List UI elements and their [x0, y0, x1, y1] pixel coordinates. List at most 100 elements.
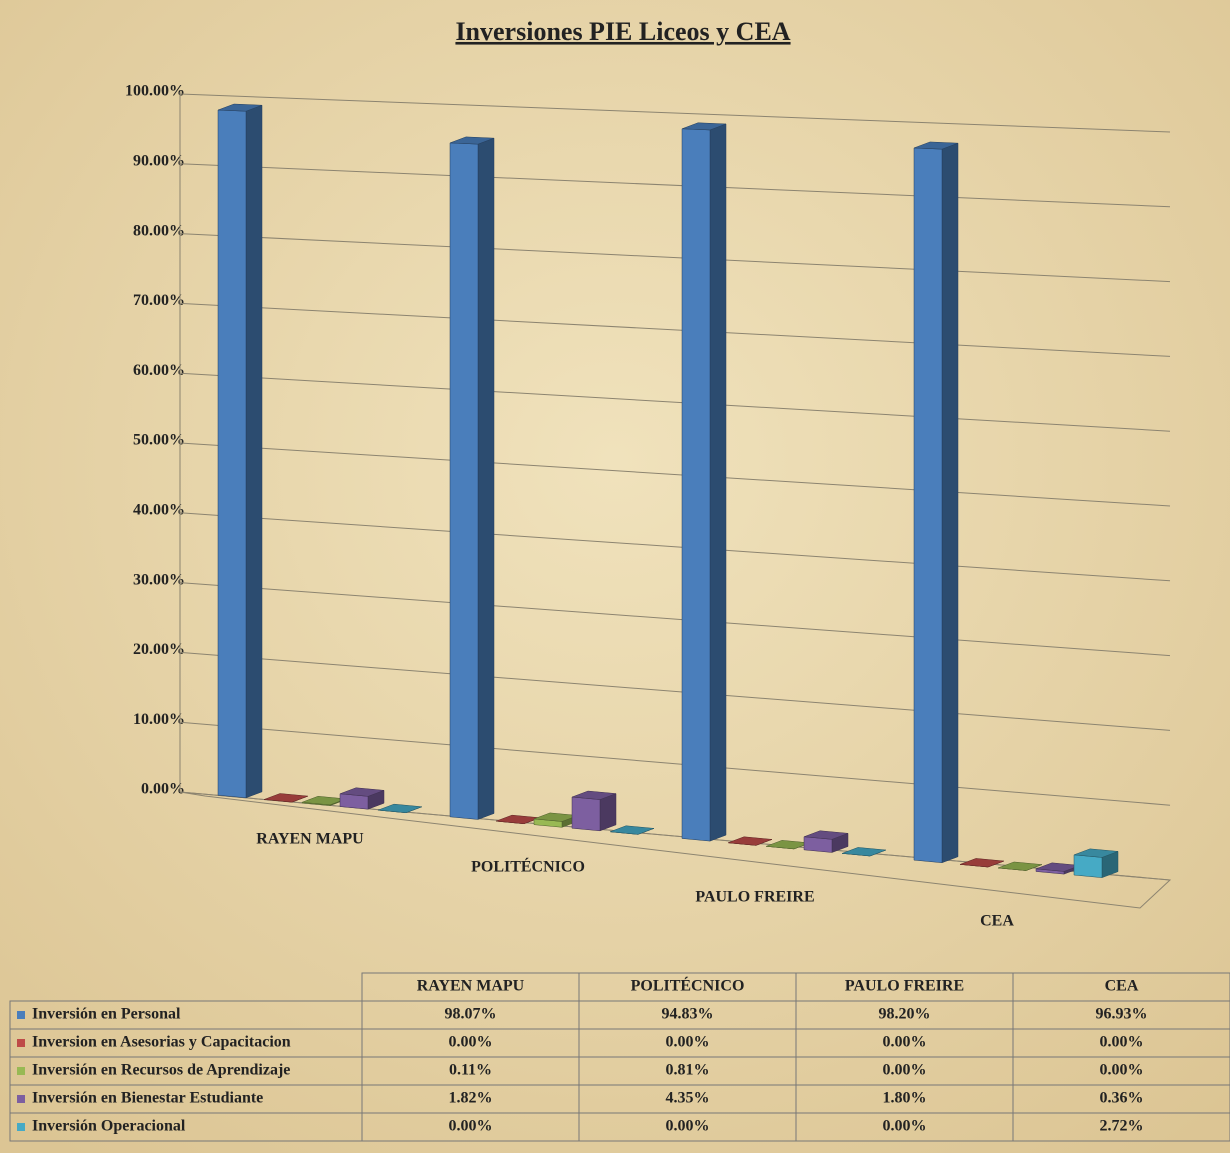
y-tick-label: 0.00%	[141, 781, 185, 798]
y-tick-label: 20.00%	[133, 641, 185, 658]
bar-top	[913, 141, 959, 150]
grid-line	[179, 93, 1171, 133]
y-tick-label: 90.00%	[133, 152, 185, 169]
grid-line	[179, 302, 1171, 357]
x-tick-label: POLITÉCNICO	[471, 857, 585, 876]
table-cell: 0.11%	[449, 1062, 492, 1079]
table-cell: 0.00%	[883, 1062, 927, 1079]
y-tick-label: 50.00%	[133, 432, 185, 449]
bar	[263, 793, 309, 803]
table-cell: 98.20%	[879, 1006, 931, 1023]
y-tick-label: 30.00%	[133, 571, 185, 588]
bar	[997, 861, 1043, 871]
x-tick-label: CEA	[980, 913, 1014, 930]
table-cell: 94.83%	[662, 1006, 714, 1023]
bar-front	[681, 128, 711, 842]
table-header: PAULO FREIRE	[845, 978, 964, 995]
table-cell: 0.00%	[449, 1118, 493, 1135]
grid-line	[179, 163, 1171, 208]
bar	[727, 836, 773, 846]
table-cell: 0.00%	[449, 1034, 493, 1051]
bar-top	[571, 790, 617, 800]
chart-title: Inversiones PIE Liceos y CEA	[455, 17, 790, 46]
table-cell: 0.00%	[883, 1034, 927, 1051]
table-header: POLITÉCNICO	[631, 976, 745, 995]
bar	[339, 787, 385, 810]
legend-swatch	[17, 1095, 25, 1103]
legend-label: Inversión Operacional	[32, 1118, 186, 1135]
grid-line	[179, 233, 1171, 283]
bar-side	[599, 793, 617, 832]
legend-label: Inversión en Bienestar Estudiante	[32, 1090, 263, 1107]
legend-label: Inversion en Asesorias y Capacitacion	[32, 1034, 291, 1051]
table-cell: 4.35%	[666, 1090, 710, 1107]
bar-top	[1073, 848, 1119, 858]
bar-side	[709, 123, 727, 842]
bar	[803, 830, 849, 853]
y-tick-label: 10.00%	[133, 711, 185, 728]
table-cell: 0.00%	[1100, 1034, 1144, 1051]
legend-swatch	[17, 1039, 25, 1047]
bar-front	[217, 109, 247, 799]
legend-swatch	[17, 1067, 25, 1075]
table-cell: 1.80%	[883, 1090, 927, 1107]
bar-front	[1073, 854, 1103, 878]
table-cell: 98.07%	[445, 1006, 497, 1023]
y-tick-label: 60.00%	[133, 362, 185, 379]
table-header: RAYEN MAPU	[417, 978, 525, 995]
bar-top	[841, 847, 887, 857]
bar	[841, 847, 887, 857]
bar-top	[803, 830, 849, 840]
y-tick-label: 40.00%	[133, 501, 185, 518]
table-cell: 0.00%	[883, 1118, 927, 1135]
bar-top	[339, 787, 385, 797]
bar-top	[377, 803, 423, 814]
grid-line	[179, 582, 1171, 657]
bar	[449, 136, 495, 820]
x-tick-label: RAYEN MAPU	[256, 831, 364, 848]
bar-top	[449, 136, 495, 145]
bar	[495, 814, 541, 825]
bar	[913, 141, 959, 864]
grid-line	[179, 651, 1171, 731]
legend-label: Inversión en Personal	[32, 1006, 181, 1023]
table-cell: 0.81%	[666, 1062, 710, 1079]
table-cell: 0.00%	[1100, 1062, 1144, 1079]
table-header: CEA	[1105, 978, 1139, 995]
bar-top	[959, 858, 1005, 868]
bar-top	[727, 836, 773, 846]
bar	[765, 840, 811, 850]
bar-top	[609, 825, 655, 835]
table-cell: 0.00%	[666, 1118, 710, 1135]
legend-swatch	[17, 1011, 25, 1019]
bar-top	[217, 103, 263, 112]
bar	[959, 858, 1005, 868]
bar	[681, 122, 727, 842]
bar	[377, 803, 423, 814]
table-cell: 0.00%	[666, 1034, 710, 1051]
legend-swatch	[17, 1123, 25, 1131]
bar	[1073, 848, 1119, 879]
bar-side	[245, 104, 263, 799]
bar-front	[449, 142, 479, 820]
grid-line	[179, 372, 1171, 432]
legend-label: Inversión en Recursos de Aprendizaje	[32, 1062, 290, 1079]
grid-line	[179, 442, 1171, 507]
bar-front	[571, 796, 601, 832]
bar-top	[997, 861, 1043, 871]
bar	[217, 103, 263, 799]
grid-line	[179, 512, 1171, 582]
table-cell: 0.36%	[1100, 1090, 1144, 1107]
table-cell: 1.82%	[449, 1090, 493, 1107]
table-cell: 2.72%	[1100, 1118, 1144, 1135]
x-tick-label: PAULO FREIRE	[695, 889, 814, 906]
y-tick-label: 80.00%	[133, 222, 185, 239]
bar-side	[477, 137, 495, 820]
grid-line	[179, 721, 1171, 806]
y-tick-label: 70.00%	[133, 292, 185, 309]
bar-side	[941, 142, 959, 864]
bar-front	[913, 147, 943, 864]
table-cell: 96.93%	[1096, 1006, 1148, 1023]
